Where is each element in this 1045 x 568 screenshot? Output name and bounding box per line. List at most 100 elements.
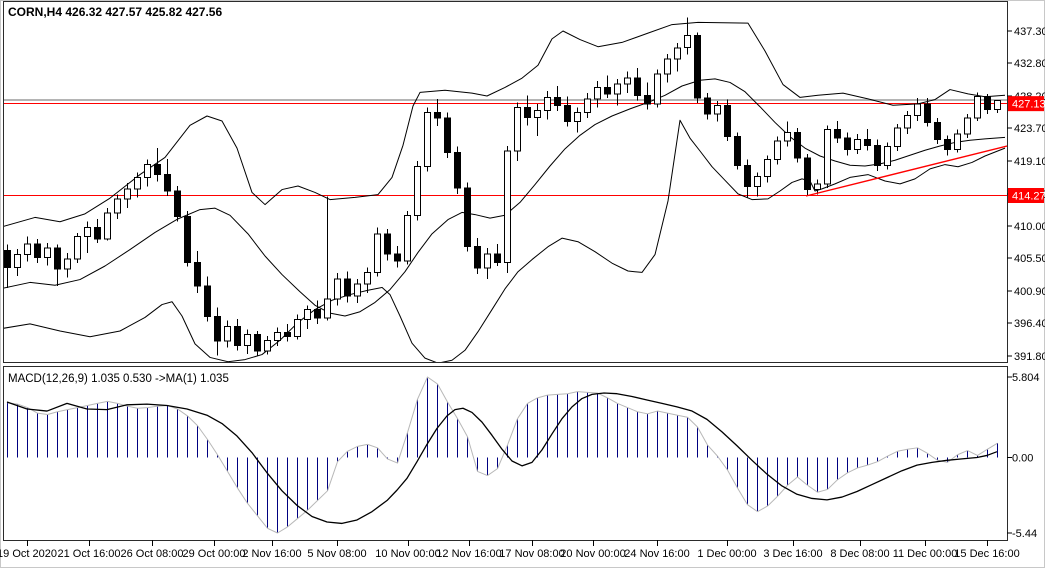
time-tick-label: 26 Oct 08:00	[121, 548, 184, 560]
candle-body-bear	[944, 139, 951, 151]
candle	[874, 139, 881, 171]
candle	[744, 159, 751, 199]
candle	[654, 69, 661, 108]
candle	[944, 135, 951, 156]
candle	[784, 121, 791, 147]
candle-body-bull	[334, 278, 341, 300]
candle	[544, 91, 551, 120]
candle	[124, 183, 131, 209]
candle	[414, 161, 421, 221]
candle	[754, 172, 761, 197]
candle-body-bull	[814, 183, 821, 191]
candle	[284, 323, 291, 342]
candle	[424, 107, 431, 172]
candle	[464, 182, 471, 252]
candle-body-bull	[764, 159, 771, 178]
candle-body-bull	[614, 83, 621, 95]
candle-body-bull	[714, 104, 721, 115]
time-tick-label: 19 Oct 2020	[0, 548, 57, 560]
candle-body-bear	[444, 117, 451, 153]
candle	[984, 93, 991, 114]
candle-body-bear	[864, 139, 871, 146]
candle-body-bear	[474, 246, 481, 269]
candle-body-bull	[14, 254, 21, 268]
candle-body-bull	[124, 188, 131, 200]
candle-body-bull	[244, 334, 251, 346]
candle	[204, 276, 211, 322]
candle	[714, 101, 721, 122]
time-tick-label: 8 Dec 08:00	[830, 548, 889, 560]
candle	[504, 146, 511, 274]
price-tick-label: 391.80	[1014, 351, 1045, 363]
candle	[534, 103, 541, 136]
candle-body-bull	[654, 73, 661, 105]
candle	[864, 128, 871, 151]
candle	[84, 221, 91, 254]
time-tick-label: 17 Nov 08:00	[499, 548, 564, 560]
candle-body-bear	[204, 285, 211, 318]
candle	[94, 218, 101, 244]
candle-body-bear	[494, 253, 501, 263]
candle	[44, 243, 51, 266]
price-tick-label: 419.10	[1014, 156, 1045, 168]
candle-body-bull	[364, 271, 371, 285]
price-pane	[4, 17, 1007, 362]
candle-body-bull	[954, 133, 961, 151]
candle-body-bear	[194, 261, 201, 287]
candle	[394, 246, 401, 268]
candle-body-bull	[854, 139, 861, 151]
candle-body-bull	[114, 198, 121, 214]
candle	[514, 102, 521, 161]
candle	[704, 93, 711, 120]
candle-body-bear	[634, 77, 641, 96]
candle	[374, 227, 381, 277]
candle-body-bull	[754, 176, 761, 188]
candle	[804, 153, 811, 196]
candle-body-bear	[524, 106, 531, 118]
candle	[314, 300, 321, 324]
candle-body-bear	[984, 96, 991, 111]
candles-series	[4, 17, 1001, 356]
candle-body-bull	[974, 96, 981, 119]
axes: 437.30432.80428.20423.70419.10414.50410.…	[0, 26, 1045, 560]
candle	[134, 172, 141, 198]
candle-body-bear	[874, 144, 881, 166]
time-tick-label: 24 Nov 16:00	[624, 548, 689, 560]
candle-body-bull	[914, 103, 921, 116]
candle-body-bull	[374, 233, 381, 273]
time-tick-label: 12 Nov 16:00	[436, 548, 501, 560]
time-tick-label: 5 Nov 08:00	[307, 548, 366, 560]
candle-body-bull	[104, 212, 111, 240]
candle	[774, 136, 781, 165]
candle	[324, 196, 331, 321]
candle	[914, 98, 921, 121]
price-tick-label: 410.00	[1014, 221, 1045, 233]
candle	[894, 123, 901, 151]
macd-tick-label: 5.804	[1012, 372, 1040, 384]
macd-main-line	[7, 376, 998, 534]
candle	[724, 99, 731, 141]
candle	[904, 111, 911, 134]
candle	[234, 318, 241, 351]
candle-body-bull	[24, 243, 31, 256]
time-tick-label: 29 Oct 00:00	[183, 548, 246, 560]
candle-body-bear	[154, 164, 161, 176]
candle	[814, 179, 821, 195]
price-tick-label: 432.80	[1014, 58, 1045, 70]
candle-body-bull	[354, 283, 361, 297]
candle-body-bull	[774, 140, 781, 161]
macd-tick-label: 0.00	[1012, 453, 1033, 465]
chart-title: CORN,H4 426.32 427.57 425.82 427.56	[8, 5, 222, 19]
time-tick-label: 2 Nov 16:00	[242, 548, 301, 560]
candle-body-bull	[264, 339, 271, 352]
price-badge-label: 427.13	[1012, 99, 1045, 111]
candle-body-bull	[134, 176, 141, 190]
candle-body-bear	[644, 94, 651, 105]
candle	[644, 82, 651, 110]
candle-body-bull	[504, 150, 511, 263]
candle	[794, 128, 801, 163]
candle	[564, 96, 571, 127]
candle-body-bear	[734, 136, 741, 166]
